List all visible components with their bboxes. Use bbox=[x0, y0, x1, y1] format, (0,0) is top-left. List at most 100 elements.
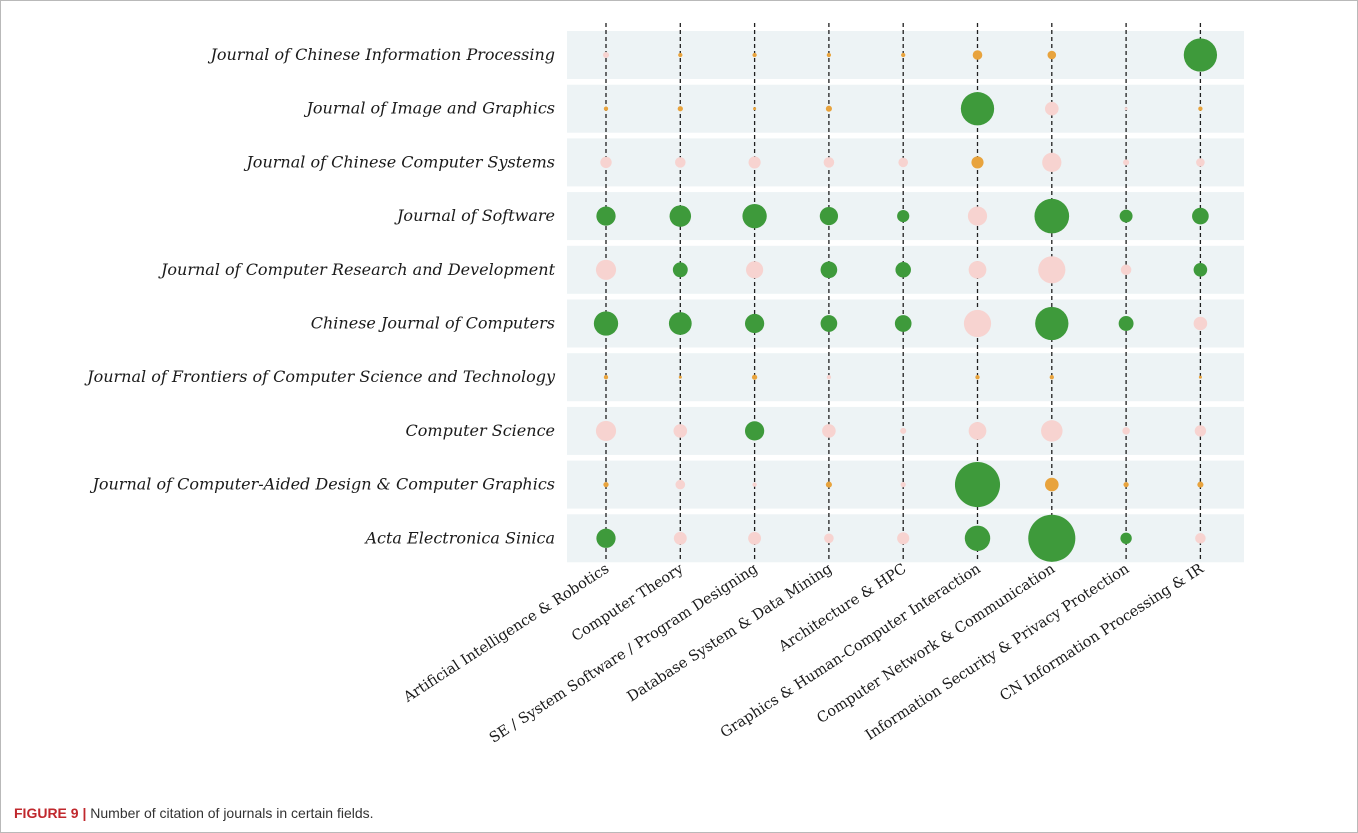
bubble-journal-of-computer-aided-design-computer-graphics--graphics-human-computer-interaction bbox=[954, 462, 1001, 508]
bubble-chinese-journal-of-computers--graphics-human-computer-interaction bbox=[963, 309, 992, 338]
bubble-journal-of-computer-research-and-development--graphics-human-computer-interaction bbox=[968, 260, 987, 279]
bubble-computer-science--artificial-intelligence-robotics bbox=[595, 420, 617, 441]
bubble-acta-electronica-sinica--information-security-privacy-protection bbox=[1120, 532, 1132, 544]
bubble-journal-of-image-and-graphics--artificial-intelligence-robotics bbox=[603, 106, 609, 111]
bubble-chinese-journal-of-computers--computer-network-communication bbox=[1035, 306, 1069, 341]
column-label-graphics-human-computer-interaction: Graphics & Human-Computer Interaction bbox=[718, 561, 984, 741]
bubble-chinese-journal-of-computers--architecture-hpc bbox=[894, 315, 912, 332]
bubble-journal-of-chinese-computer-systems--computer-theory bbox=[675, 157, 686, 168]
bubble-journal-of-image-and-graphics--computer-theory bbox=[677, 106, 683, 112]
bubble-acta-electronica-sinica--cn-information-processing-ir bbox=[1195, 533, 1206, 544]
bubble-journal-of-chinese-computer-systems--cn-information-processing-ir bbox=[1196, 158, 1205, 167]
bubble-chinese-journal-of-computers--database-system-data-mining bbox=[820, 315, 838, 332]
bubble-computer-science--information-security-privacy-protection bbox=[1122, 427, 1130, 435]
bubble-journal-of-image-and-graphics--cn-information-processing-ir bbox=[1198, 106, 1203, 111]
bubble-journal-of-chinese-information-processing--database-system-data-mining bbox=[826, 52, 832, 58]
bubble-journal-of-computer-research-and-development--cn-information-processing-ir bbox=[1193, 263, 1208, 277]
bubble-journal-of-chinese-information-processing--architecture-hpc bbox=[901, 52, 906, 58]
bubble-journal-of-computer-aided-design-computer-graphics--cn-information-processing-ir bbox=[1197, 481, 1204, 488]
bubble-journal-of-image-and-graphics--computer-network-communication bbox=[1045, 101, 1059, 116]
bubble-journal-of-chinese-computer-systems--computer-network-communication bbox=[1042, 152, 1062, 173]
bubble-acta-electronica-sinica--computer-network-communication bbox=[1028, 514, 1076, 562]
bubble-journal-of-chinese-computer-systems--se-system-software-program-designing bbox=[748, 156, 761, 169]
bubble-journal-of-software--computer-theory bbox=[669, 205, 692, 227]
bubble-chinese-journal-of-computers--information-security-privacy-protection bbox=[1118, 316, 1134, 331]
row-label-journal-of-chinese-information-processing: Journal of Chinese Information Processin… bbox=[207, 45, 555, 64]
row-label-journal-of-chinese-computer-systems: Journal of Chinese Computer Systems bbox=[243, 152, 555, 171]
bubble-journal-of-software--information-security-privacy-protection bbox=[1119, 209, 1133, 223]
bubble-journal-of-computer-research-and-development--computer-theory bbox=[672, 262, 688, 278]
row-label-journal-of-computer-aided-design-computer-graphics: Journal of Computer-Aided Design & Compu… bbox=[89, 475, 555, 494]
bubble-journal-of-computer-research-and-development--architecture-hpc bbox=[895, 262, 911, 278]
figure-caption-label: FIGURE 9 | bbox=[14, 805, 87, 821]
bubble-journal-of-frontiers-of-computer-science-and-technology--computer-network-communication bbox=[1049, 375, 1054, 380]
bubble-journal-of-software--se-system-software-program-designing bbox=[742, 203, 767, 229]
bubble-journal-of-chinese-information-processing--artificial-intelligence-robotics bbox=[602, 51, 610, 59]
bubble-journal-of-computer-aided-design-computer-graphics--artificial-intelligence-robotics bbox=[603, 481, 609, 488]
bubbles bbox=[593, 38, 1218, 562]
bubble-chinese-journal-of-computers--cn-information-processing-ir bbox=[1193, 316, 1208, 331]
bubble-journal-of-software--artificial-intelligence-robotics bbox=[596, 206, 616, 226]
bubble-journal-of-frontiers-of-computer-science-and-technology--graphics-human-computer-interaction bbox=[975, 375, 980, 380]
bubble-acta-electronica-sinica--architecture-hpc bbox=[897, 532, 910, 545]
bubble-journal-of-computer-research-and-development--database-system-data-mining bbox=[820, 261, 838, 279]
bubble-journal-of-computer-research-and-development--se-system-software-program-designing bbox=[746, 261, 764, 279]
bubble-journal-of-frontiers-of-computer-science-and-technology--se-system-software-program-designing bbox=[751, 374, 758, 380]
bubble-journal-of-chinese-information-processing--graphics-human-computer-interaction bbox=[972, 50, 983, 60]
row-label-chinese-journal-of-computers: Chinese Journal of Computers bbox=[311, 314, 555, 333]
bubble-journal-of-chinese-information-processing--computer-network-communication bbox=[1047, 50, 1057, 60]
row-labels: Journal of Chinese Information Processin… bbox=[84, 45, 556, 547]
bubble-journal-of-software--graphics-human-computer-interaction bbox=[967, 206, 988, 226]
row-band-journal-of-chinese-information-processing bbox=[567, 31, 1244, 79]
bubble-journal-of-frontiers-of-computer-science-and-technology--database-system-data-mining bbox=[826, 375, 832, 380]
bubble-journal-of-image-and-graphics--database-system-data-mining bbox=[825, 105, 832, 112]
bubble-journal-of-chinese-information-processing--cn-information-processing-ir bbox=[1183, 38, 1218, 72]
row-label-acta-electronica-sinica: Acta Electronica Sinica bbox=[363, 528, 555, 547]
bubble-journal-of-computer-aided-design-computer-graphics--computer-network-communication bbox=[1045, 477, 1059, 492]
bubble-chinese-journal-of-computers--artificial-intelligence-robotics bbox=[593, 311, 619, 336]
row-label-journal-of-software: Journal of Software bbox=[394, 206, 555, 225]
bubble-journal-of-software--computer-network-communication bbox=[1034, 198, 1070, 234]
bubble-computer-science--graphics-human-computer-interaction bbox=[968, 422, 987, 440]
bubble-journal-of-image-and-graphics--se-system-software-program-designing bbox=[753, 107, 757, 111]
bubble-journal-of-computer-research-and-development--artificial-intelligence-robotics bbox=[595, 259, 617, 280]
bubble-acta-electronica-sinica--computer-theory bbox=[673, 531, 687, 545]
bubble-acta-electronica-sinica--artificial-intelligence-robotics bbox=[596, 528, 616, 548]
bubble-journal-of-chinese-computer-systems--graphics-human-computer-interaction bbox=[971, 156, 984, 169]
column-label-se-system-software-program-designing: SE / System Software / Program Designing bbox=[487, 561, 761, 747]
bubble-journal-of-computer-aided-design-computer-graphics--information-security-privacy-protection bbox=[1123, 481, 1129, 488]
bubble-journal-of-chinese-computer-systems--artificial-intelligence-robotics bbox=[600, 156, 612, 169]
bubble-computer-science--computer-network-communication bbox=[1041, 420, 1063, 442]
bubble-journal-of-chinese-information-processing--computer-theory bbox=[678, 52, 683, 58]
bubble-journal-of-frontiers-of-computer-science-and-technology--artificial-intelligence-robotics bbox=[603, 375, 609, 380]
row-bands bbox=[567, 31, 1244, 563]
bubble-journal-of-image-and-graphics--graphics-human-computer-interaction bbox=[960, 92, 995, 126]
bubble-journal-of-frontiers-of-computer-science-and-technology--cn-information-processing-ir bbox=[1198, 375, 1202, 379]
bubble-journal-of-computer-aided-design-computer-graphics--computer-theory bbox=[675, 479, 686, 490]
bubble-journal-of-image-and-graphics--information-security-privacy-protection bbox=[1124, 107, 1128, 111]
bubble-journal-of-chinese-computer-systems--database-system-data-mining bbox=[823, 157, 835, 168]
row-label-journal-of-computer-research-and-development: Journal of Computer Research and Develop… bbox=[158, 260, 556, 279]
bubble-computer-science--se-system-software-program-designing bbox=[744, 421, 765, 441]
bubble-journal-of-computer-aided-design-computer-graphics--database-system-data-mining bbox=[825, 481, 832, 488]
bubble-journal-of-computer-aided-design-computer-graphics--se-system-software-program-designing bbox=[752, 482, 757, 487]
bubble-computer-science--computer-theory bbox=[673, 424, 688, 438]
bubble-journal-of-software--cn-information-processing-ir bbox=[1192, 207, 1209, 225]
bubble-journal-of-computer-research-and-development--computer-network-communication bbox=[1038, 256, 1066, 284]
bubble-journal-of-chinese-information-processing--se-system-software-program-designing bbox=[752, 52, 757, 58]
bubble-journal-of-computer-aided-design-computer-graphics--architecture-hpc bbox=[900, 481, 906, 488]
column-label-architecture-hpc: Architecture & HPC bbox=[775, 561, 909, 656]
row-band-journal-of-frontiers-of-computer-science-and-technology bbox=[567, 353, 1244, 402]
bubble-acta-electronica-sinica--graphics-human-computer-interaction bbox=[964, 525, 991, 552]
bubble-computer-science--architecture-hpc bbox=[900, 427, 907, 434]
row-label-journal-of-image-and-graphics: Journal of Image and Graphics bbox=[304, 99, 556, 118]
row-label-journal-of-frontiers-of-computer-science-and-technology: Journal of Frontiers of Computer Science… bbox=[84, 367, 556, 386]
column-gridlines bbox=[605, 23, 1202, 559]
bubble-computer-science--database-system-data-mining bbox=[822, 424, 836, 438]
figure-caption: FIGURE 9 | Number of citation of journal… bbox=[14, 805, 374, 821]
bubble-chinese-journal-of-computers--computer-theory bbox=[668, 312, 692, 335]
bubble-journal-of-frontiers-of-computer-science-and-technology--computer-theory bbox=[678, 375, 682, 379]
bubble-computer-science--cn-information-processing-ir bbox=[1194, 425, 1207, 437]
figure-caption-text: Number of citation of journals in certai… bbox=[86, 805, 374, 821]
